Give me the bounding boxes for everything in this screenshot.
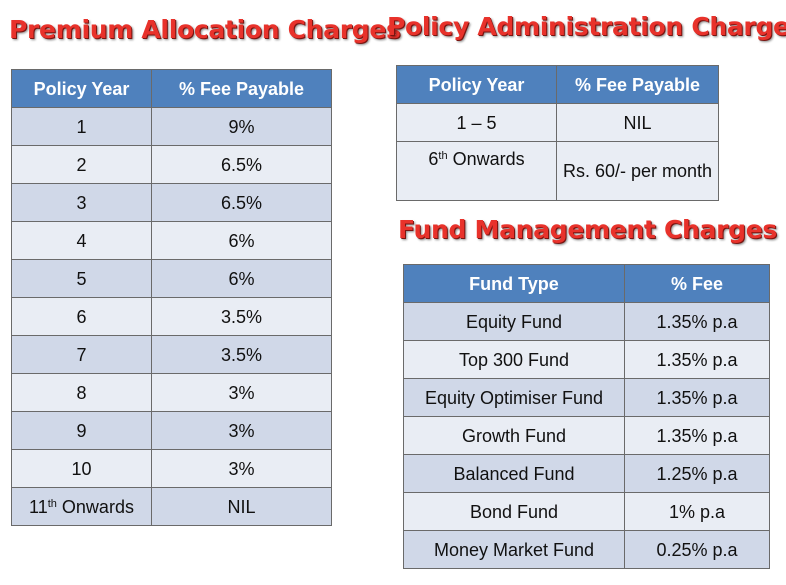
policy-year-cell: 4 [11, 221, 152, 260]
table-row: 3 6.5% [11, 183, 332, 222]
fee-cell: NIL [556, 103, 719, 142]
column-header-fee: % Fee [624, 264, 770, 303]
policy-administration-table: Policy Year % Fee Payable 1 – 5 NIL 6th … [396, 65, 719, 201]
fee-cell: 1.35% p.a [624, 416, 770, 455]
fee-cell: 6% [151, 221, 332, 260]
fee-cell: Rs. 60/- per month [556, 141, 719, 201]
year-suffix: Onwards [447, 149, 525, 169]
table-row: Balanced Fund 1.25% p.a [403, 454, 770, 493]
fee-cell: 3% [151, 449, 332, 488]
column-header-policy-year: Policy Year [11, 69, 152, 108]
policy-year-cell: 1 [11, 107, 152, 146]
table-row: 10 3% [11, 449, 332, 488]
policy-year-cell: 8 [11, 373, 152, 412]
policy-year-cell: 7 [11, 335, 152, 374]
year-suffix: Onwards [56, 496, 134, 517]
column-header-fee-payable: % Fee Payable [151, 69, 332, 108]
table-row: 7 3.5% [11, 335, 332, 374]
fee-cell: 1.35% p.a [624, 378, 770, 417]
table-row: 2 6.5% [11, 145, 332, 184]
policy-year-cell: 6th Onwards [396, 141, 557, 201]
fund-type-cell: Growth Fund [403, 416, 625, 455]
fund-type-cell: Equity Optimiser Fund [403, 378, 625, 417]
ordinal-suffix: th [47, 497, 57, 510]
policy-year-cell: 1 – 5 [396, 103, 557, 142]
year-number: 6 [428, 149, 439, 169]
fund-type-cell: Top 300 Fund [403, 340, 625, 379]
table-row: Growth Fund 1.35% p.a [403, 416, 770, 455]
fee-cell: 3.5% [151, 297, 332, 336]
fee-cell: 6.5% [151, 145, 332, 184]
fund-type-cell: Money Market Fund [403, 530, 625, 569]
table-row: 6 3.5% [11, 297, 332, 336]
fee-cell: 6% [151, 259, 332, 298]
table-row: Equity Fund 1.35% p.a [403, 302, 770, 341]
column-header-fee-payable: % Fee Payable [556, 65, 719, 104]
policy-year-cell: 11th Onwards [11, 487, 152, 526]
fee-cell: 1.35% p.a [624, 340, 770, 379]
table-header-row: Fund Type % Fee [403, 264, 770, 303]
fee-cell: NIL [151, 487, 332, 526]
table-row: Bond Fund 1% p.a [403, 492, 770, 531]
policy-year-cell: 10 [11, 449, 152, 488]
fee-cell: 3% [151, 411, 332, 450]
table-row: 1 9% [11, 107, 332, 146]
policy-administration-title: Policy Administration Charges [387, 12, 786, 41]
fund-type-cell: Equity Fund [403, 302, 625, 341]
table-header-row: Policy Year % Fee Payable [11, 69, 332, 108]
table-row: 6th Onwards Rs. 60/- per month [396, 141, 719, 201]
policy-year-cell: 9 [11, 411, 152, 450]
column-header-fund-type: Fund Type [403, 264, 625, 303]
fund-management-table: Fund Type % Fee Equity Fund 1.35% p.a Top… [403, 264, 770, 569]
table-row: 5 6% [11, 259, 332, 298]
fund-type-cell: Balanced Fund [403, 454, 625, 493]
table-row: 11th Onwards NIL [11, 487, 332, 526]
column-header-policy-year: Policy Year [396, 65, 557, 104]
table-row: 8 3% [11, 373, 332, 412]
policy-year-cell: 3 [11, 183, 152, 222]
policy-year-cell: 6 [11, 297, 152, 336]
table-row: 1 – 5 NIL [396, 103, 719, 142]
policy-year-cell: 2 [11, 145, 152, 184]
fund-management-title: Fund Management Charges [398, 215, 777, 244]
policy-year-cell: 5 [11, 259, 152, 298]
premium-allocation-title: Premium Allocation Charges [9, 15, 401, 44]
premium-allocation-table: Policy Year % Fee Payable 1 9% 2 6.5% 3 6.5… [11, 69, 332, 526]
fee-cell: 3% [151, 373, 332, 412]
table-row: Equity Optimiser Fund 1.35% p.a [403, 378, 770, 417]
fee-cell: 9% [151, 107, 332, 146]
table-row: 4 6% [11, 221, 332, 260]
table-row: Top 300 Fund 1.35% p.a [403, 340, 770, 379]
fee-cell: 1.35% p.a [624, 302, 770, 341]
table-row: Money Market Fund 0.25% p.a [403, 530, 770, 569]
table-row: 9 3% [11, 411, 332, 450]
fund-type-cell: Bond Fund [403, 492, 625, 531]
fee-cell: 3.5% [151, 335, 332, 374]
fee-cell: 0.25% p.a [624, 530, 770, 569]
fee-cell: 1.25% p.a [624, 454, 770, 493]
ordinal-suffix: th [438, 150, 448, 162]
table-header-row: Policy Year % Fee Payable [396, 65, 719, 104]
fee-cell: 6.5% [151, 183, 332, 222]
fee-cell: 1% p.a [624, 492, 770, 531]
year-number: 11 [29, 496, 48, 517]
